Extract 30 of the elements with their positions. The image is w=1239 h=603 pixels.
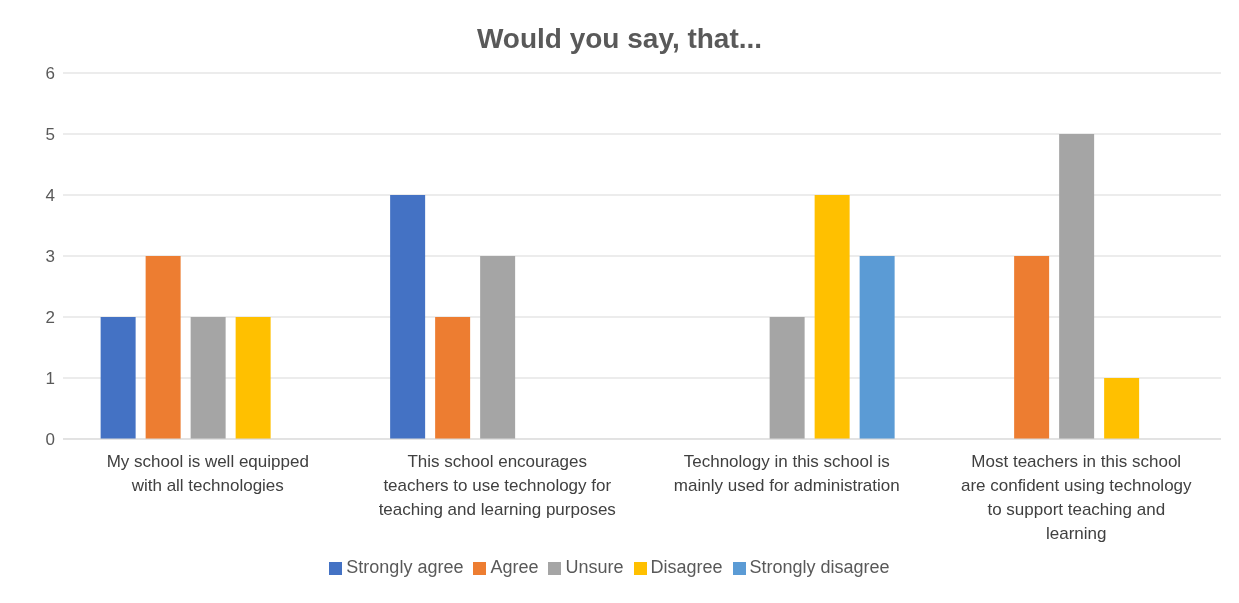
y-tick-label: 0	[45, 430, 55, 450]
legend-label: Strongly agree	[346, 557, 464, 577]
x-tick-label: Technology in this school is mainly used for administration	[673, 452, 900, 495]
y-tick-label: 4	[45, 186, 55, 206]
bar	[814, 195, 850, 439]
legend-label: Disagree	[650, 557, 723, 577]
bar	[435, 317, 471, 439]
legend-label: Strongly disagree	[749, 557, 890, 577]
y-tick-label: 3	[45, 247, 55, 267]
bar	[190, 317, 226, 439]
x-tick-label: This school encourages teachers to use technology for teaching and learning purposes	[378, 452, 616, 519]
bar	[480, 256, 516, 439]
bar	[1014, 256, 1050, 439]
bar	[1059, 134, 1095, 439]
bar	[100, 317, 136, 439]
bar	[859, 256, 895, 439]
bar	[235, 317, 271, 439]
legend-label: Agree	[490, 557, 539, 577]
chart-title: Would you say, that...	[475, 22, 764, 56]
bar	[390, 195, 426, 439]
y-tick-label: 1	[45, 369, 55, 389]
y-tick-label: 5	[45, 125, 55, 145]
bar	[145, 256, 181, 439]
y-tick-label: 6	[45, 64, 55, 84]
x-tick-label: Most teachers in this school are confident using technology to support teaching and learning	[960, 452, 1193, 543]
legend-label: Unsure	[565, 557, 624, 577]
x-tick-label: My school is well equipped with all technologies	[106, 452, 309, 495]
bar	[1104, 378, 1140, 439]
bar	[769, 317, 805, 439]
y-tick-label: 2	[45, 308, 55, 328]
